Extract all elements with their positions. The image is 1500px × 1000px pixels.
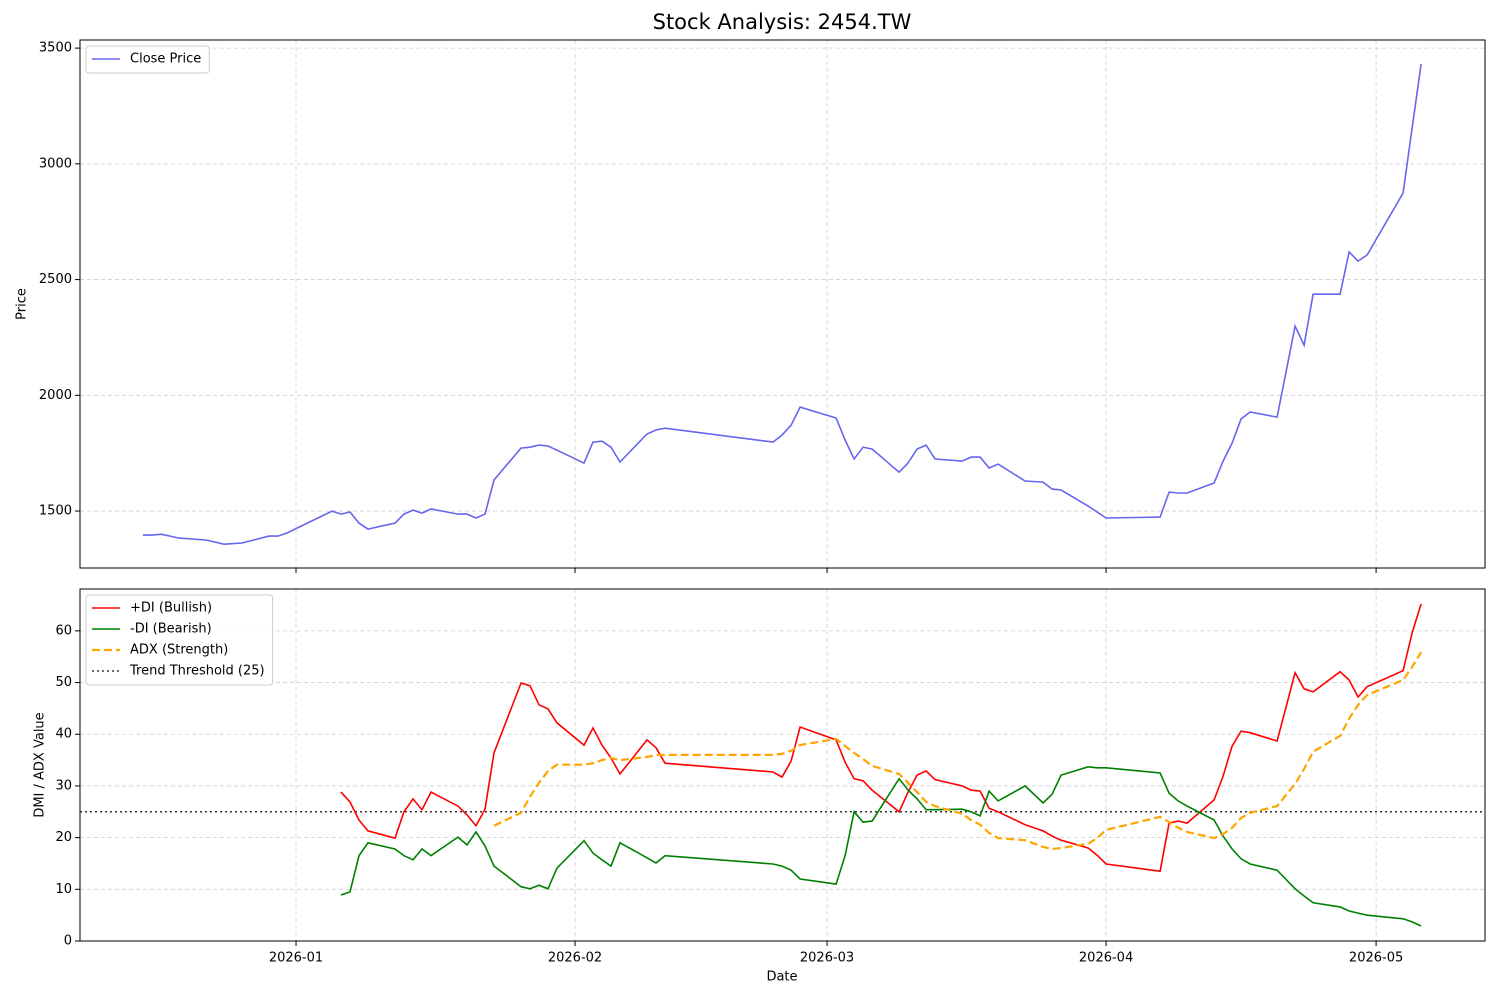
y-axis-label: Price [15,288,30,320]
chart-title: Stock Analysis: 2454.TW [653,10,912,34]
series-line [340,603,1422,873]
series-line [143,63,1422,546]
x-tick-label: 2026-01 [269,951,323,966]
plot-frame [79,39,1486,569]
y-tick-label: 1500 [39,504,72,519]
series-line [340,765,1422,927]
y-tick-label: 10 [55,882,72,897]
y-tick-label: 20 [55,830,72,845]
y-tick-label: 0 [64,934,72,949]
legend: +DI (Bullish) -DI (Bearish) ADX (Strength)… [85,594,274,686]
legend-label: Close Price [130,52,201,67]
plot-frame [79,588,1486,942]
legend-box [85,594,274,686]
y-tick-label: 3000 [39,156,72,171]
x-axis-label: Date [766,970,797,985]
legend-box [85,45,210,74]
y-tick-label: 30 [55,778,72,793]
legend: Close Price [85,45,210,74]
x-tick-label: 2026-05 [1349,951,1403,966]
y-tick-label: 2500 [39,272,72,287]
y-tick-label: 50 [55,675,72,690]
y-tick-label: 60 [55,623,72,638]
legend-label: -DI (Bearish) [130,622,212,637]
x-tick-label: 2026-04 [1079,951,1133,966]
legend-label: Trend Threshold (25) [129,664,265,679]
y-tick-label: 3500 [39,41,72,56]
series-line [493,651,1423,851]
x-tick-label: 2026-02 [548,951,602,966]
y-tick-label: 40 [55,727,72,742]
y-axis-label: DMI / ADX Value [33,712,48,817]
y-tick-label: 2000 [39,388,72,403]
legend-label: +DI (Bullish) [130,601,212,616]
legend-label: ADX (Strength) [130,643,228,658]
x-tick-label: 2026-03 [800,951,854,966]
